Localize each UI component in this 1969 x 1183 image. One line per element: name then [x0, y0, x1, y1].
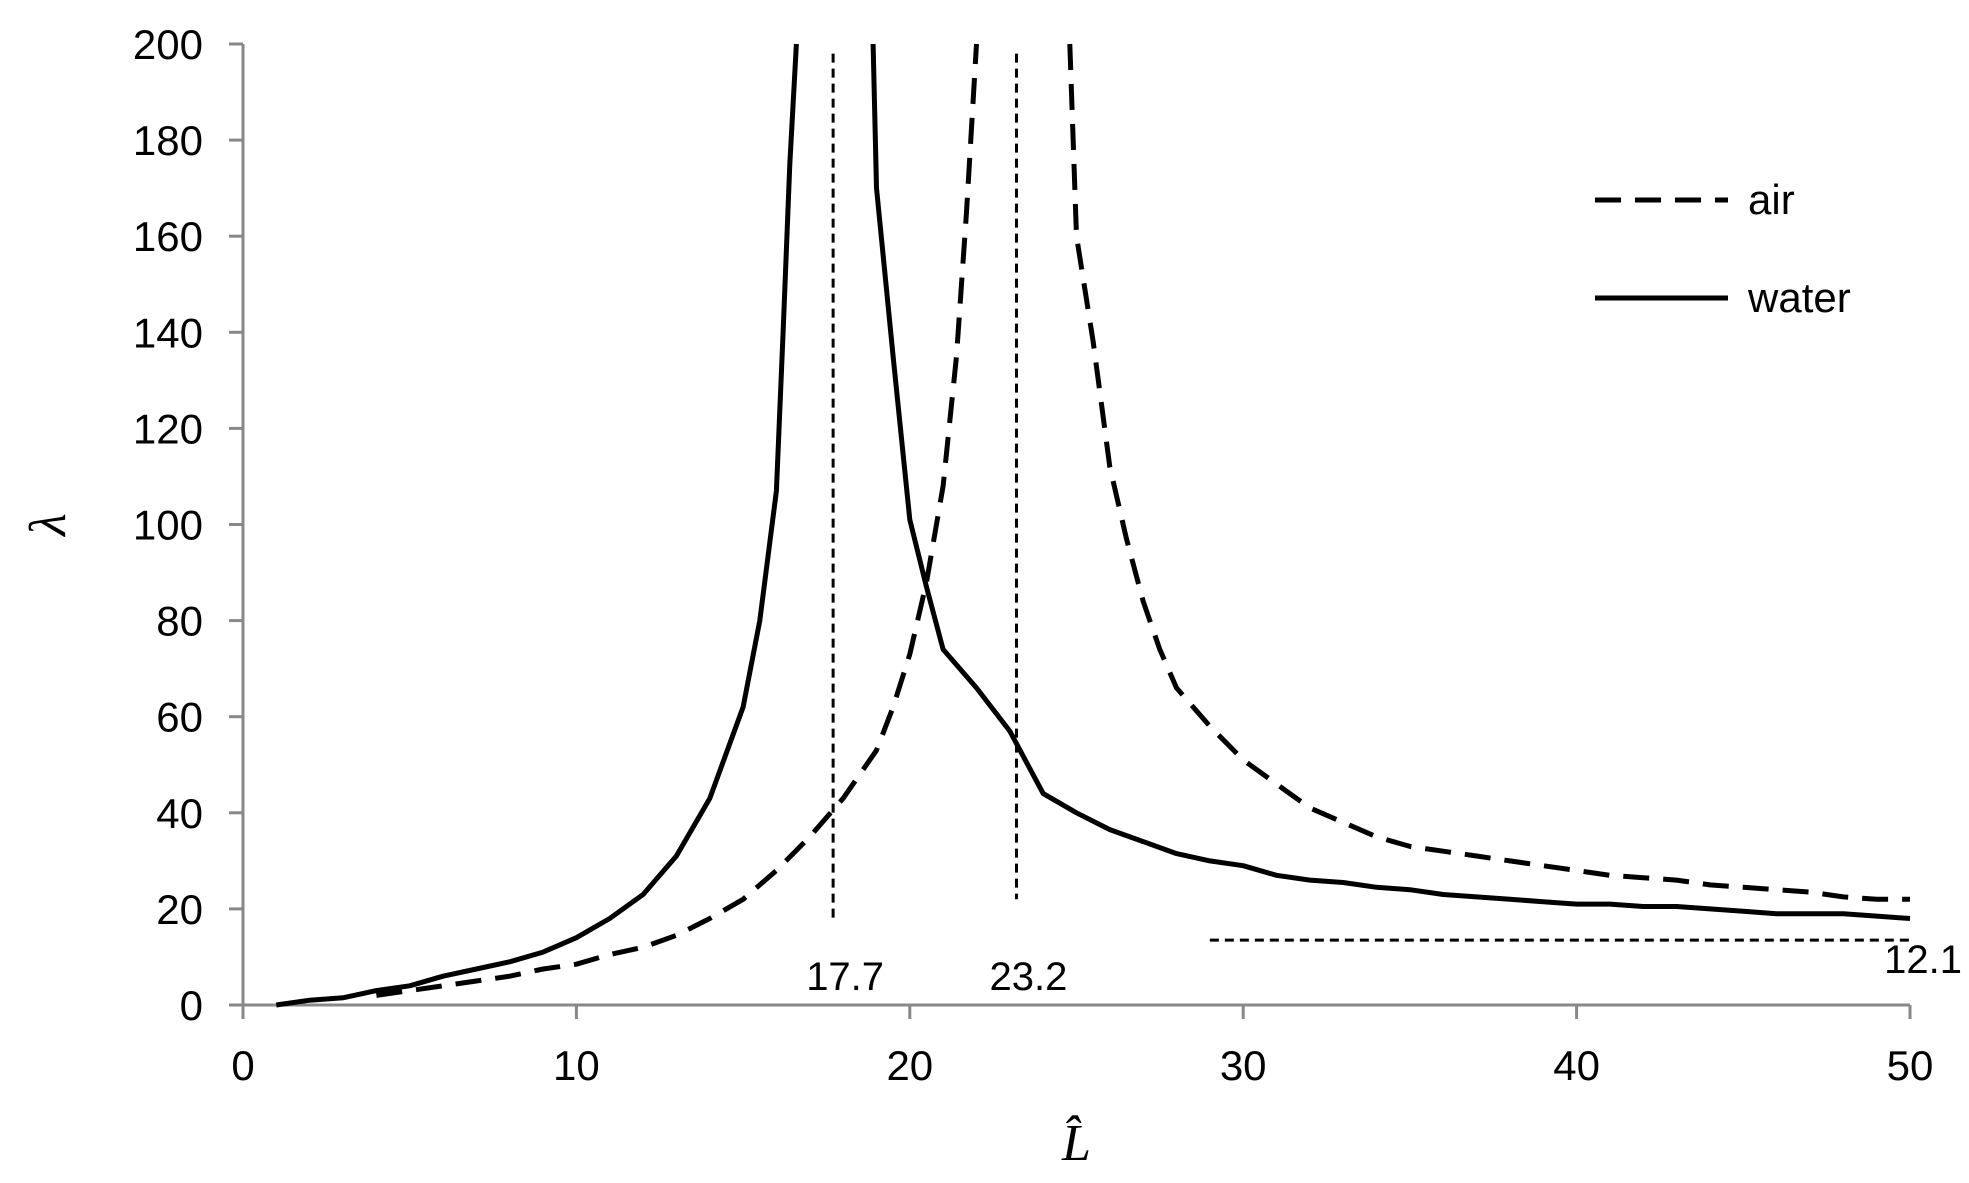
reference-line-label: 23.2: [990, 955, 1068, 999]
legend-label-water: water: [1747, 274, 1851, 321]
y-tick-label: 120: [133, 405, 203, 452]
series-line-air: [376, 43, 979, 998]
y-tick-label: 180: [133, 117, 203, 164]
x-tick-label: 0: [231, 1042, 254, 1089]
legend-label-air: air: [1748, 176, 1795, 223]
y-tick-label: 80: [156, 598, 203, 645]
x-tick-label: 30: [1220, 1042, 1267, 1089]
series-line-water: [275, 43, 799, 1008]
series-line-air: [1067, 43, 1910, 902]
y-tick-label: 140: [133, 309, 203, 356]
y-tick-label: 160: [133, 213, 203, 260]
y-axis-title: λ: [20, 513, 77, 538]
y-tick-label: 0: [180, 982, 203, 1029]
x-tick-label: 10: [553, 1042, 600, 1089]
x-tick-label: 50: [1887, 1042, 1934, 1089]
x-axis-ticks: 0 10 20 30 40 50: [231, 1005, 1933, 1089]
x-tick-label: 40: [1553, 1042, 1600, 1089]
y-tick-label: 60: [156, 694, 203, 741]
series-line-water: [870, 43, 1911, 921]
y-tick-label: 200: [133, 21, 203, 68]
y-tick-label: 20: [156, 886, 203, 933]
reference-line-label: 12.1: [1884, 938, 1962, 982]
y-axis-ticks: 0 20 40 60 80 100 120 140 160 180 200: [133, 21, 243, 1029]
legend: air water: [1595, 176, 1851, 321]
reference-lines: 17.7 23.2 12.1: [806, 53, 1962, 999]
y-tick-label: 100: [133, 502, 203, 549]
x-axis-title: L̂: [1061, 1115, 1091, 1172]
x-tick-label: 20: [886, 1042, 933, 1089]
reference-line-label: 17.7: [806, 955, 884, 999]
y-tick-label: 40: [156, 790, 203, 837]
series-group: [275, 43, 1911, 1008]
